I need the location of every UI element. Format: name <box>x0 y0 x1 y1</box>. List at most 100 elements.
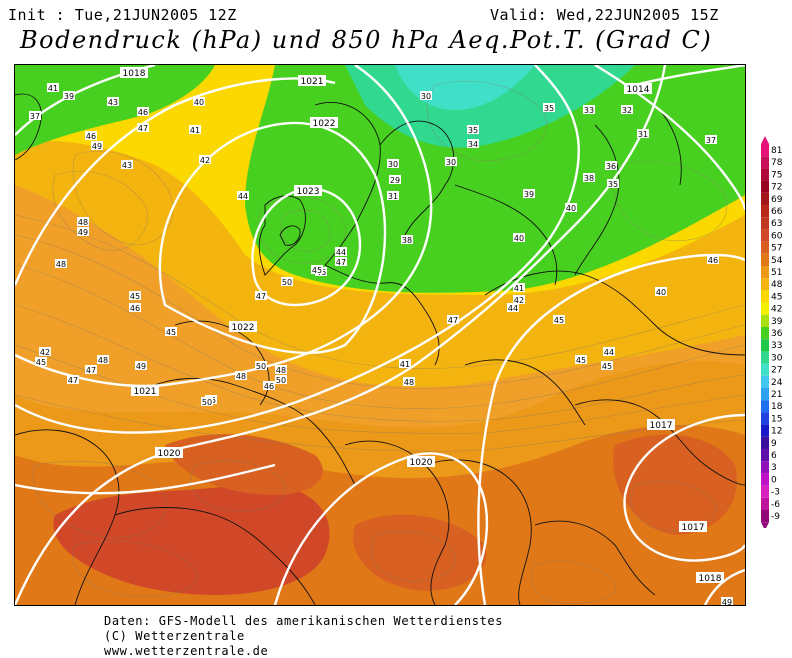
theta-label: 44 <box>604 348 614 357</box>
footer-website[interactable]: www.wetterzentrale.de <box>104 644 269 658</box>
field-57-east <box>613 434 737 535</box>
theta-label: 38 <box>584 174 594 183</box>
theta-label: 45 <box>130 292 140 301</box>
theta-label: 44 <box>336 248 346 257</box>
legend-swatch <box>761 449 769 462</box>
field-36 <box>235 65 745 293</box>
legend-label: 6 <box>771 451 777 461</box>
theta-label: 48 <box>78 218 88 227</box>
legend-label: 51 <box>771 268 782 278</box>
isobar-label: 1021 <box>301 77 324 87</box>
theta-label: 45 <box>312 266 322 275</box>
legend-label: -6 <box>771 500 780 510</box>
legend-label: 27 <box>771 366 782 376</box>
isobar-label: 1022 <box>313 119 336 129</box>
legend-label: 9 <box>771 439 777 449</box>
legend-label: 63 <box>771 219 782 229</box>
theta-label: 41 <box>514 284 524 293</box>
isobar-label: 1022 <box>232 323 255 333</box>
legend-swatch <box>761 510 769 523</box>
legend-cap-bottom <box>761 522 769 528</box>
theta-label: 50 <box>256 362 266 371</box>
theta-label: 49 <box>722 598 732 605</box>
legend-swatch <box>761 436 769 449</box>
legend-swatch <box>761 388 769 401</box>
field-57-italy <box>353 514 487 591</box>
legend-swatch <box>761 375 769 388</box>
field-60-iberia <box>53 483 330 595</box>
theta-label: 42 <box>514 296 524 305</box>
theta-label: 39 <box>64 92 74 101</box>
isobar-label: 1023 <box>297 187 320 197</box>
theta-label: 46 <box>130 304 140 313</box>
legend-label: 12 <box>771 427 782 437</box>
theta-label: 46 <box>708 256 718 265</box>
theta-label: 47 <box>86 366 96 375</box>
theta-label: 31 <box>638 130 648 139</box>
legend-label: 66 <box>771 207 783 217</box>
legend-scale: 8178757269666360575451484542393633302724… <box>761 136 783 528</box>
theta-label: 47 <box>336 258 346 267</box>
legend-label: 45 <box>771 292 782 302</box>
theta-label: 40 <box>656 288 666 297</box>
theta-label: 48 <box>404 378 414 387</box>
theta-label: 46 <box>138 108 148 117</box>
legend-swatch <box>761 424 769 437</box>
theta-label: 36 <box>606 162 616 171</box>
legend-label: 69 <box>771 195 783 205</box>
theta-label: 42 <box>200 156 210 165</box>
theta-label: 40 <box>566 204 576 213</box>
isobars <box>15 65 745 605</box>
legend-swatch <box>761 290 769 303</box>
footer-copyright: (C) Wetterzentrale <box>104 629 245 643</box>
legend-swatch <box>761 217 769 230</box>
init-time: Init : Tue,21JUN2005 12Z <box>8 6 237 24</box>
legend-swatch <box>761 278 769 291</box>
theta-label: 48 <box>276 366 286 375</box>
isobar-labels: 1018 1021 1022 1023 1022 1021 1020 1020 … <box>120 67 724 584</box>
theta-label: 45 <box>602 362 612 371</box>
theta-label: 48 <box>98 356 108 365</box>
legend-swatch <box>761 266 769 279</box>
legend-label: 33 <box>771 341 782 351</box>
legend-label: 42 <box>771 305 782 315</box>
field-57 <box>165 434 323 495</box>
theta-label: 41 <box>400 360 410 369</box>
valid-time: Valid: Wed,22JUN2005 15Z <box>490 6 719 24</box>
legend-label: 48 <box>771 280 783 290</box>
legend-label: 72 <box>771 183 782 193</box>
isobar-label: 1020 <box>158 449 181 459</box>
legend-swatch <box>761 400 769 413</box>
legend-swatch <box>761 314 769 327</box>
theta-label: 47 <box>448 316 458 325</box>
isobar-label: 1017 <box>682 523 705 533</box>
legend-label: -9 <box>771 512 780 522</box>
legend-swatch <box>761 351 769 364</box>
theta-label: 45 <box>166 328 176 337</box>
theta-label: 50 <box>202 398 212 407</box>
theta-label: 44 <box>238 192 248 201</box>
theta-label: 35 <box>468 126 478 135</box>
theta-label: 50 <box>282 278 292 287</box>
isobar-label: 1017 <box>650 421 673 431</box>
theta-label: 35 <box>544 104 554 113</box>
theta-label: 37 <box>30 112 40 121</box>
legend-swatch <box>761 327 769 340</box>
legend-swatch <box>761 205 769 218</box>
legend-swatch <box>761 168 769 181</box>
map-canvas: 1018 1021 1022 1023 1022 1021 1020 1020 … <box>15 65 745 605</box>
legend-label: 54 <box>771 256 783 266</box>
footer-data-source: Daten: GFS-Modell des amerikanischen Wet… <box>104 614 504 628</box>
legend-label: 36 <box>771 329 783 339</box>
legend-label: 75 <box>771 170 782 180</box>
field-36-west <box>15 65 215 155</box>
legend-label: 0 <box>771 475 777 485</box>
legend-swatch <box>761 156 769 169</box>
theta-label: 45 <box>554 316 564 325</box>
legend-label: -3 <box>771 488 780 498</box>
theta-label: 37 <box>706 136 716 145</box>
legend-label: 81 <box>771 146 782 156</box>
theta-label: 38 <box>402 236 412 245</box>
isobar-label: 1018 <box>123 69 146 79</box>
theta-label: 30 <box>446 158 456 167</box>
